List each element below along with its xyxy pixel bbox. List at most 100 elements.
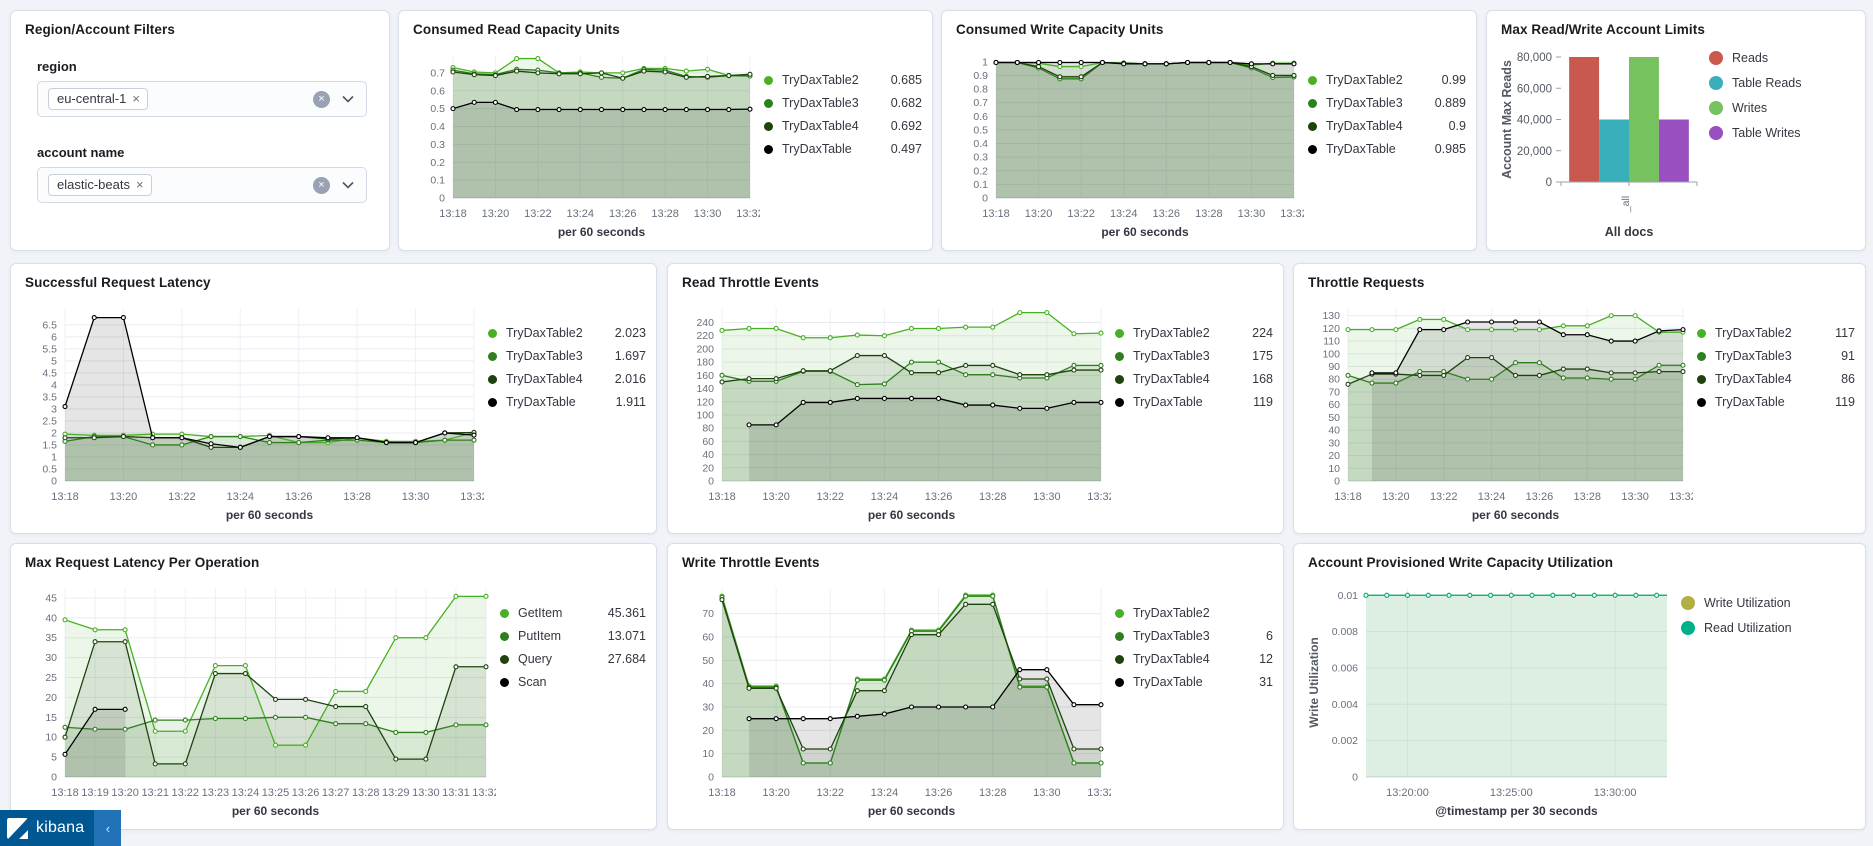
throttle-requests-chart[interactable]: 13:18 13:20 13:22 13:24 13:26 13:28 13:30 13:32… [1302, 294, 1693, 527]
svg-text:13:26: 13:26 [609, 208, 637, 220]
chevron-down-icon[interactable] [340, 177, 356, 193]
legend-item-trydaxtable[interactable]: TryDaxTable 1.911 [488, 395, 646, 409]
panel-title: Write Throttle Events [682, 555, 820, 570]
legend-item-read-utilization[interactable]: Read Utilization [1681, 621, 1855, 635]
write-throttle-chart[interactable]: 13:18 13:20 13:22 13:24 13:26 13:28 13:30 13:32… [676, 574, 1111, 823]
svg-text:13:22: 13:22 [817, 787, 845, 799]
legend-item-trydaxtable2[interactable]: TryDaxTable2 0.685 [764, 73, 922, 87]
legend-value: 0.685 [890, 73, 922, 87]
legend-dot-icon [1308, 98, 1317, 108]
legend-item-trydaxtable2[interactable]: TryDaxTable2 0.99 [1308, 73, 1466, 87]
legend-item-trydaxtable3[interactable]: TryDaxTable3 0.889 [1308, 96, 1466, 110]
legend-value: 1.697 [614, 349, 646, 363]
svg-text:13:28: 13:28 [1195, 208, 1223, 220]
account-combobox[interactable]: elastic-beats × × [37, 167, 367, 203]
consumed-write-chart[interactable]: 13:18 13:20 13:22 13:24 13:26 13:28 13:30 13:32… [950, 41, 1304, 244]
legend-item-trydaxtable3[interactable]: TryDaxTable3 6 [1115, 629, 1273, 643]
legend-item-trydaxtable3[interactable]: TryDaxTable3 175 [1115, 349, 1273, 363]
legend-item-trydaxtable2[interactable]: TryDaxTable2 117 [1697, 326, 1855, 340]
panel-consumed-write-capacity-units: Consumed Write Capacity Units 13:18 13:20… [941, 10, 1477, 251]
svg-text:10: 10 [45, 732, 57, 744]
kibana-logo-icon [7, 817, 28, 839]
consumed-read-chart[interactable]: 13:18 13:20 13:22 13:24 13:26 13:28 13:30 13:32… [407, 41, 760, 244]
legend-label: Table Writes [1732, 126, 1801, 140]
legend-item-write-utilization[interactable]: Write Utilization [1681, 596, 1855, 610]
svg-text:13:26: 13:26 [1153, 208, 1181, 220]
legend-item-scan[interactable]: Scan [500, 675, 646, 689]
write-utilization-chart[interactable]: 13:20:00 13:25:00 13:30:00 0 0.002 0.004 0.006… [1302, 574, 1677, 823]
legend-item-trydaxtable2[interactable]: TryDaxTable2 224 [1115, 326, 1273, 340]
successful-latency-legend: TryDaxTable2 2.023 TryDaxTable3 1.697 TryDax… [484, 294, 646, 527]
account-limits-chart[interactable]: 0 20,000 40,000 60,000 80,000 _all All docs Acc… [1495, 41, 1705, 244]
svg-text:13:26: 13:26 [925, 787, 953, 799]
legend-dot-icon [1115, 397, 1124, 407]
svg-text:40: 40 [1328, 425, 1340, 437]
read-throttle-chart[interactable]: 13:18 13:20 13:22 13:24 13:26 13:28 13:30 13:32… [676, 294, 1111, 527]
max-latency-operation-chart[interactable]: 13:18 13:19 13:20 13:21 13:22 13:23 13:24 13:25… [19, 574, 496, 823]
legend-item-putitem[interactable]: PutItem 13.071 [500, 629, 646, 643]
collapse-nav-button[interactable]: ‹ [94, 810, 122, 846]
svg-text:1: 1 [982, 56, 988, 68]
consumed-read-legend: TryDaxTable2 0.685 TryDaxTable3 0.682 TryDax… [760, 41, 922, 244]
svg-text:200: 200 [696, 343, 714, 355]
legend-item-getitem[interactable]: GetItem 45.361 [500, 606, 646, 620]
legend-item-trydaxtable[interactable]: TryDaxTable 119 [1115, 395, 1273, 409]
region-token[interactable]: eu-central-1 × [48, 88, 148, 110]
legend-value: 91 [1841, 349, 1855, 363]
svg-text:_all: _all [1620, 196, 1632, 213]
svg-text:240: 240 [696, 317, 714, 329]
svg-text:10: 10 [1328, 463, 1340, 475]
legend-item-trydaxtable3[interactable]: TryDaxTable3 0.682 [764, 96, 922, 110]
legend-item-trydaxtable4[interactable]: TryDaxTable4 0.692 [764, 119, 922, 133]
legend-item-query[interactable]: Query 27.684 [500, 652, 646, 666]
legend-item-trydaxtable4[interactable]: TryDaxTable4 2.016 [488, 372, 646, 386]
svg-text:@timestamp per 30 seconds: @timestamp per 30 seconds [1435, 804, 1598, 818]
legend-item-trydaxtable4[interactable]: TryDaxTable4 0.9 [1308, 119, 1466, 133]
svg-text:0.5: 0.5 [973, 124, 988, 136]
legend-item-trydaxtable[interactable]: TryDaxTable 31 [1115, 675, 1273, 689]
legend-item-writes[interactable]: Writes [1709, 101, 1855, 115]
legend-item-trydaxtable4[interactable]: TryDaxTable4 168 [1115, 372, 1273, 386]
legend-item-trydaxtable3[interactable]: TryDaxTable3 91 [1697, 349, 1855, 363]
svg-text:13:28: 13:28 [1574, 491, 1602, 503]
chevron-down-icon[interactable] [340, 91, 356, 107]
legend-value: 0.9 [1448, 119, 1466, 133]
write-throttle-legend: TryDaxTable2 TryDaxTable3 6 TryDaxTable4 12 T… [1111, 574, 1273, 823]
legend-item-trydaxtable2[interactable]: TryDaxTable2 [1115, 606, 1273, 620]
legend-value: 119 [1835, 395, 1855, 409]
account-token[interactable]: elastic-beats × [48, 174, 152, 196]
legend-label: TryDaxTable [1715, 395, 1785, 409]
svg-text:13:32: 13:32 [1087, 787, 1111, 799]
remove-token-icon[interactable]: × [132, 91, 140, 106]
legend-item-trydaxtable[interactable]: TryDaxTable 0.497 [764, 142, 922, 156]
svg-text:0.5: 0.5 [430, 103, 445, 115]
legend-item-trydaxtable[interactable]: TryDaxTable 0.985 [1308, 142, 1466, 156]
legend-label: Query [518, 652, 553, 666]
svg-text:0.3: 0.3 [973, 152, 988, 164]
svg-text:1.5: 1.5 [42, 439, 57, 451]
svg-text:70: 70 [702, 608, 714, 620]
legend-item-trydaxtable2[interactable]: TryDaxTable2 2.023 [488, 326, 646, 340]
svg-text:60,000: 60,000 [1517, 83, 1552, 95]
svg-text:13:32: 13:32 [736, 208, 760, 220]
clear-selection-icon[interactable]: × [313, 90, 330, 108]
legend-item-trydaxtable[interactable]: TryDaxTable 119 [1697, 395, 1855, 409]
legend-item-trydaxtable4[interactable]: TryDaxTable4 86 [1697, 372, 1855, 386]
legend-label: TryDaxTable2 [506, 326, 583, 340]
legend-value: 1.911 [615, 395, 646, 409]
legend-value: 117 [1835, 326, 1855, 340]
region-combobox[interactable]: eu-central-1 × × [37, 81, 367, 117]
svg-text:0.004: 0.004 [1332, 699, 1358, 711]
remove-token-icon[interactable]: × [135, 177, 144, 192]
clear-selection-icon[interactable]: × [313, 176, 330, 194]
legend-item-trydaxtable3[interactable]: TryDaxTable3 1.697 [488, 349, 646, 363]
legend-item-reads[interactable]: Reads [1709, 51, 1855, 65]
legend-item-table-writes[interactable]: Table Writes [1709, 126, 1855, 140]
svg-text:13:30: 13:30 [1238, 208, 1266, 220]
successful-latency-chart[interactable]: 13:18 13:20 13:22 13:24 13:26 13:28 13:30 13:32… [19, 294, 484, 527]
legend-item-trydaxtable4[interactable]: TryDaxTable4 12 [1115, 652, 1273, 666]
legend-item-table-reads[interactable]: Table Reads [1709, 76, 1855, 90]
svg-text:13:24: 13:24 [1110, 208, 1138, 220]
legend-value: 0.692 [890, 119, 922, 133]
legend-label: TryDaxTable3 [1133, 629, 1210, 643]
